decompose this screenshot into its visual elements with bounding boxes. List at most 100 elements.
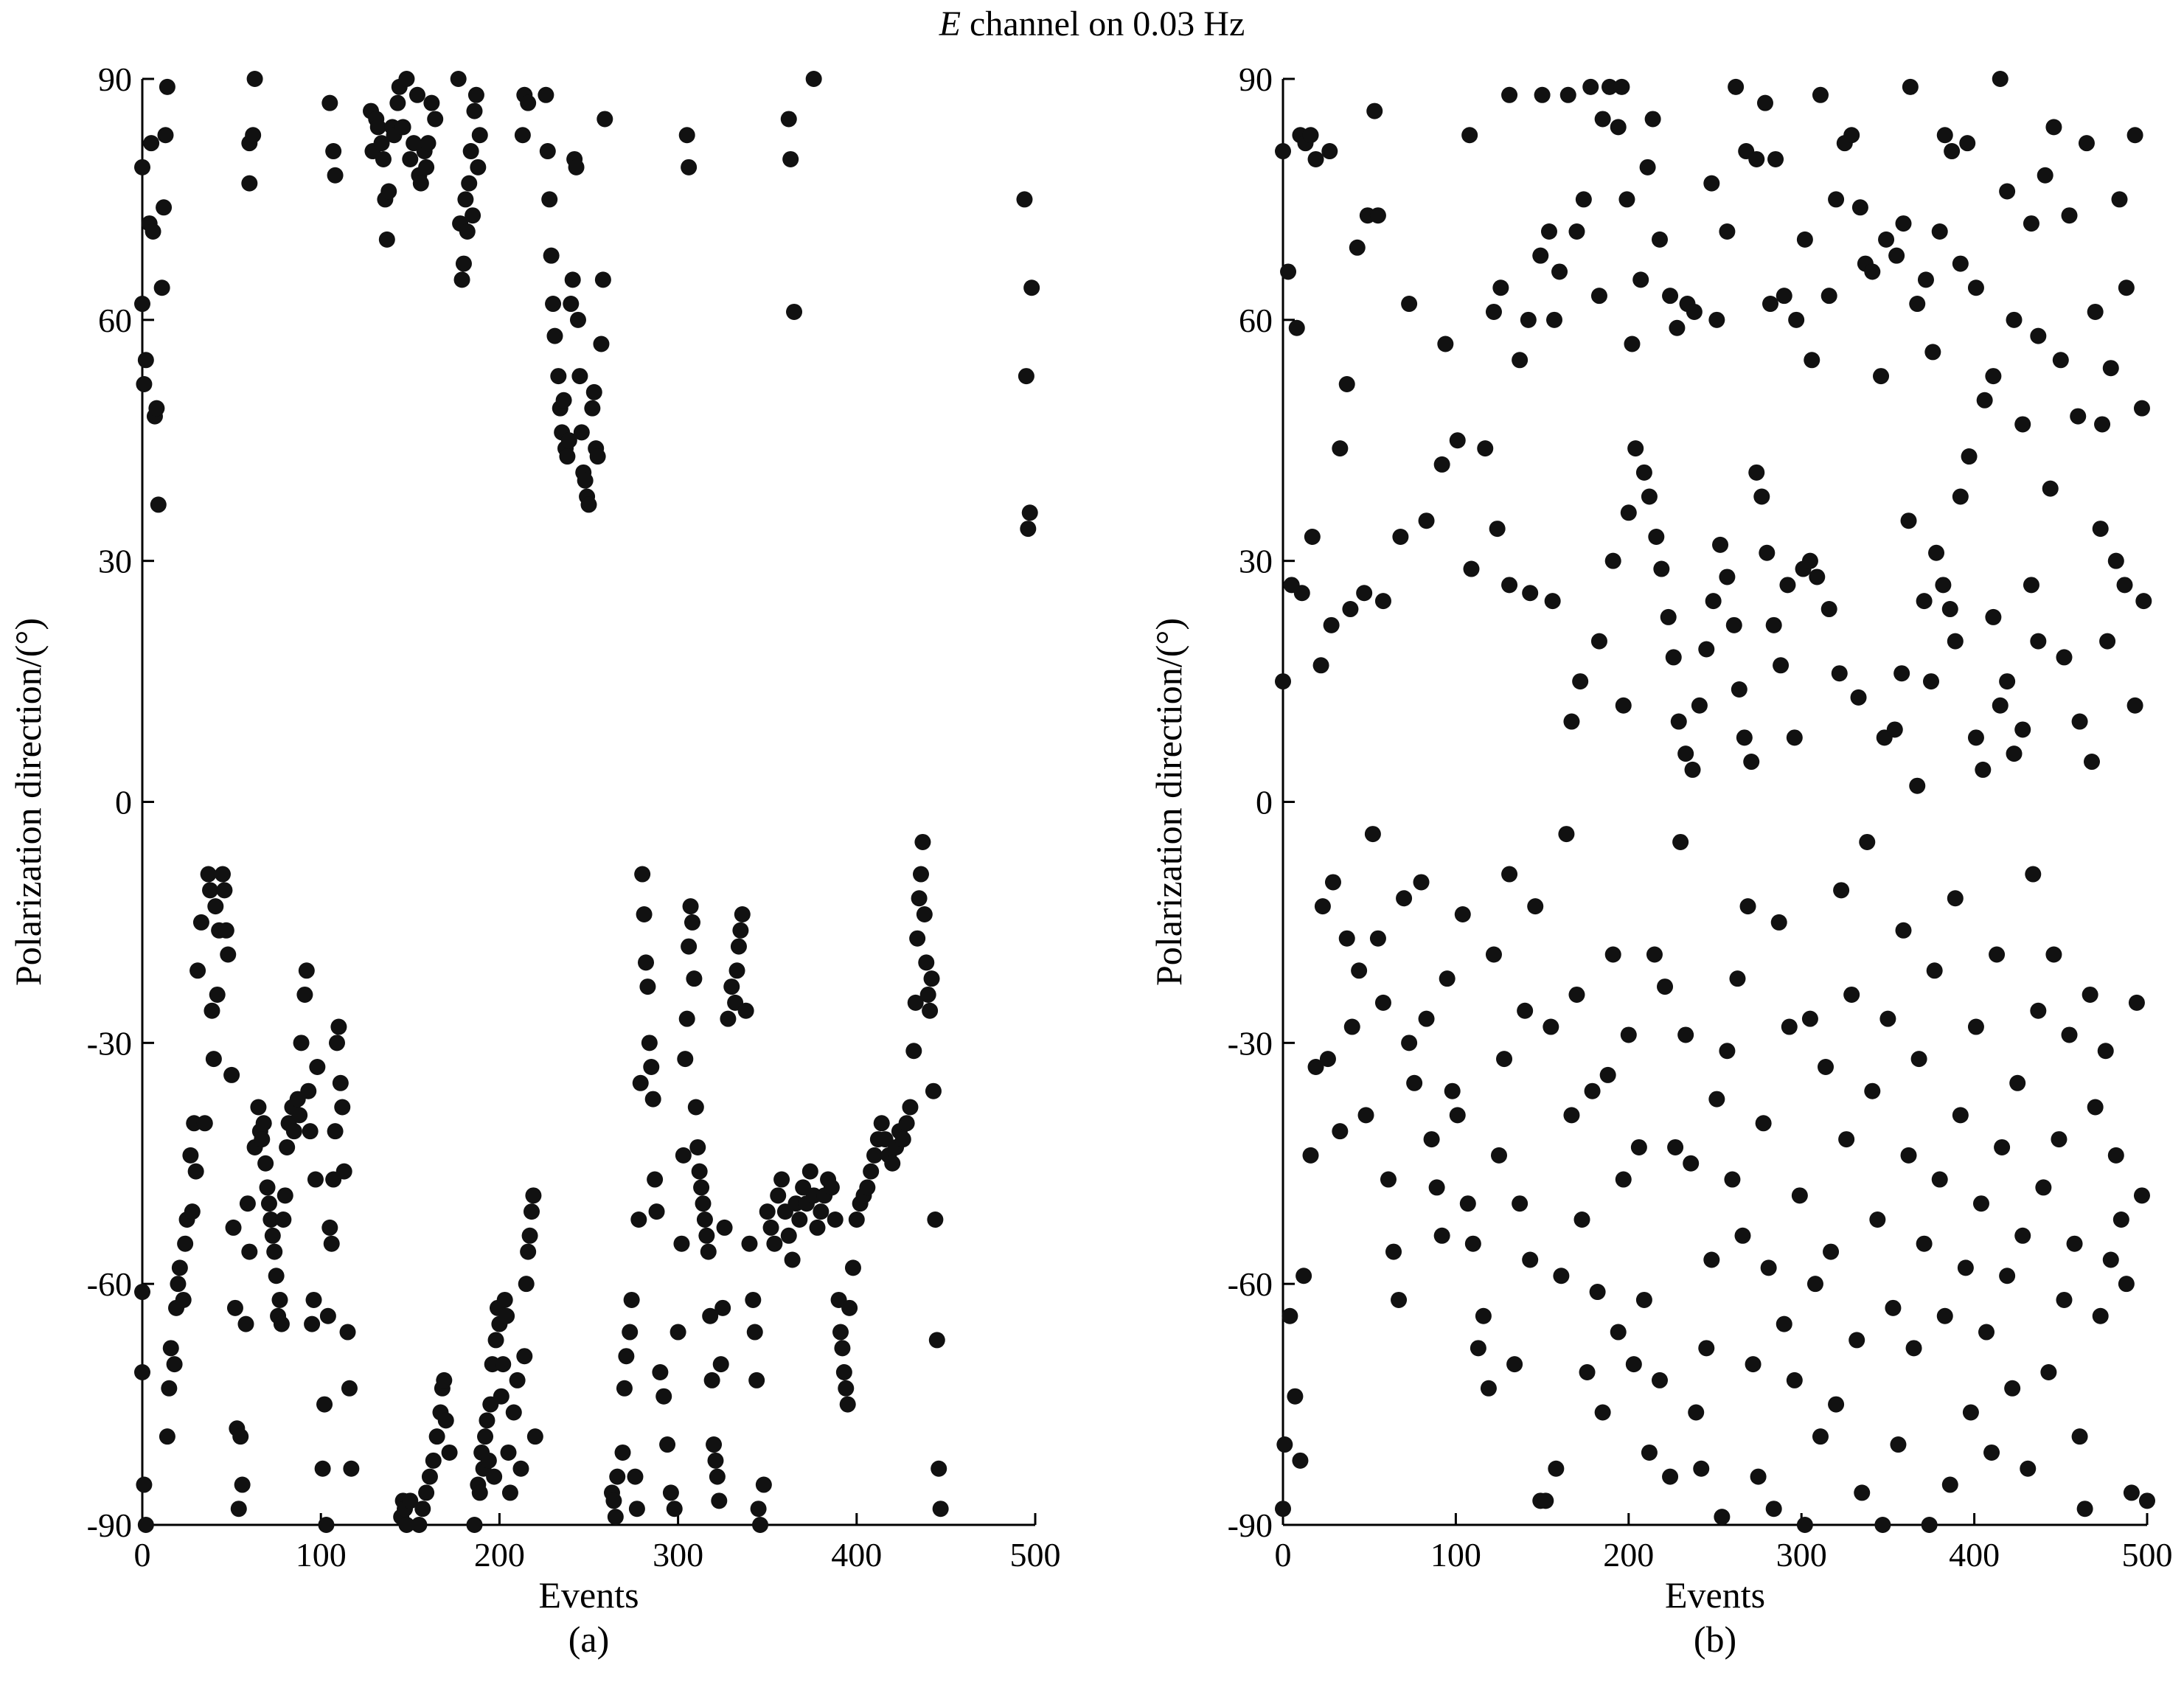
data-point — [134, 1364, 150, 1381]
y-tick-label: 0 — [1256, 784, 1273, 821]
data-point — [648, 1203, 665, 1220]
data-point — [1879, 1010, 1896, 1027]
data-point — [745, 1291, 762, 1308]
data-point — [1688, 1404, 1705, 1421]
data-point — [1806, 1276, 1823, 1293]
data-point — [1319, 1051, 1336, 1068]
data-point — [1693, 1460, 1710, 1477]
data-point — [1433, 456, 1450, 473]
data-point — [2092, 1307, 2109, 1324]
data-point — [245, 127, 262, 144]
data-point — [134, 159, 150, 175]
data-point — [693, 1179, 710, 1196]
data-point — [1590, 633, 1607, 650]
data-point — [1745, 1356, 1762, 1373]
data-point — [1459, 1195, 1476, 1212]
data-point — [538, 86, 554, 103]
data-point — [1369, 207, 1386, 224]
y-tick-label: -60 — [87, 1265, 132, 1303]
y-tick-label: 0 — [115, 784, 132, 821]
data-point — [1517, 1002, 1534, 1019]
data-point — [477, 1428, 494, 1445]
data-point — [225, 1219, 242, 1236]
data-point — [2056, 649, 2073, 666]
data-point — [1743, 754, 1760, 771]
data-point — [2070, 408, 2087, 425]
data-point — [526, 1428, 543, 1445]
data-point — [1999, 673, 2016, 690]
data-point — [335, 1163, 352, 1180]
data-point — [171, 1259, 188, 1276]
data-point — [662, 1484, 679, 1501]
data-point — [1018, 368, 1034, 385]
data-point — [1401, 296, 1418, 313]
data-point — [1765, 1501, 1782, 1518]
data-point — [1935, 577, 1952, 594]
data-point — [137, 1517, 154, 1533]
data-point — [1895, 922, 1912, 939]
data-point — [1917, 271, 1934, 288]
data-point — [1677, 745, 1694, 762]
data-point — [560, 432, 577, 449]
data-point — [162, 1340, 179, 1357]
data-point — [466, 1517, 483, 1533]
data-point — [1444, 1082, 1461, 1099]
data-point — [1276, 1436, 1293, 1453]
data-point — [1314, 898, 1331, 915]
data-point — [1736, 729, 1753, 746]
data-point — [848, 1211, 865, 1228]
data-point — [402, 1492, 419, 1509]
data-point — [1594, 111, 1611, 128]
data-point — [1698, 1340, 1715, 1357]
data-point — [1944, 143, 1961, 160]
data-point — [1931, 223, 1948, 240]
data-point — [1307, 1059, 1324, 1076]
data-point — [539, 143, 556, 160]
data-point — [732, 922, 749, 939]
data-point — [911, 890, 928, 907]
data-point — [2126, 127, 2143, 144]
data-point — [2023, 577, 2039, 594]
data-point — [259, 1179, 276, 1196]
data-point — [428, 1428, 445, 1445]
data-point — [1627, 440, 1644, 457]
data-point — [380, 183, 397, 200]
data-point — [314, 1460, 331, 1477]
data-point — [134, 296, 150, 313]
data-point — [1449, 1107, 1466, 1124]
data-point — [1644, 111, 1661, 128]
data-point — [700, 1243, 717, 1260]
data-point — [706, 1436, 723, 1453]
data-point — [323, 1235, 340, 1252]
data-point — [1952, 1107, 1969, 1124]
data-point — [279, 1138, 296, 1155]
data-point — [1999, 1268, 2016, 1284]
data-point — [1489, 521, 1506, 538]
data-point — [505, 1404, 522, 1421]
data-point — [641, 1035, 658, 1051]
data-point — [1615, 697, 1632, 714]
data-point — [1660, 608, 1677, 625]
data-point — [1820, 601, 1837, 618]
data-point — [300, 1082, 317, 1099]
data-point — [1281, 1307, 1298, 1324]
data-point — [1624, 336, 1641, 352]
data-point — [1809, 569, 1826, 585]
data-point — [1351, 962, 1368, 979]
data-point — [2118, 279, 2135, 296]
data-point — [597, 111, 613, 128]
data-point — [2111, 191, 2128, 208]
data-point — [898, 1115, 915, 1132]
data-point — [780, 111, 797, 128]
data-point — [420, 135, 437, 152]
data-point — [192, 914, 209, 931]
panel-b: -90 -60 -30 0 30 60 90 0 100 200 300 400 500 Events Po… — [1148, 60, 2173, 1660]
data-point — [1888, 247, 1905, 264]
data-point — [1859, 833, 1876, 850]
data-point — [479, 1412, 495, 1429]
data-point — [922, 1002, 939, 1019]
data-point — [2107, 552, 2124, 569]
data-point — [702, 1307, 719, 1324]
data-point — [202, 882, 219, 899]
data-point — [427, 111, 444, 128]
